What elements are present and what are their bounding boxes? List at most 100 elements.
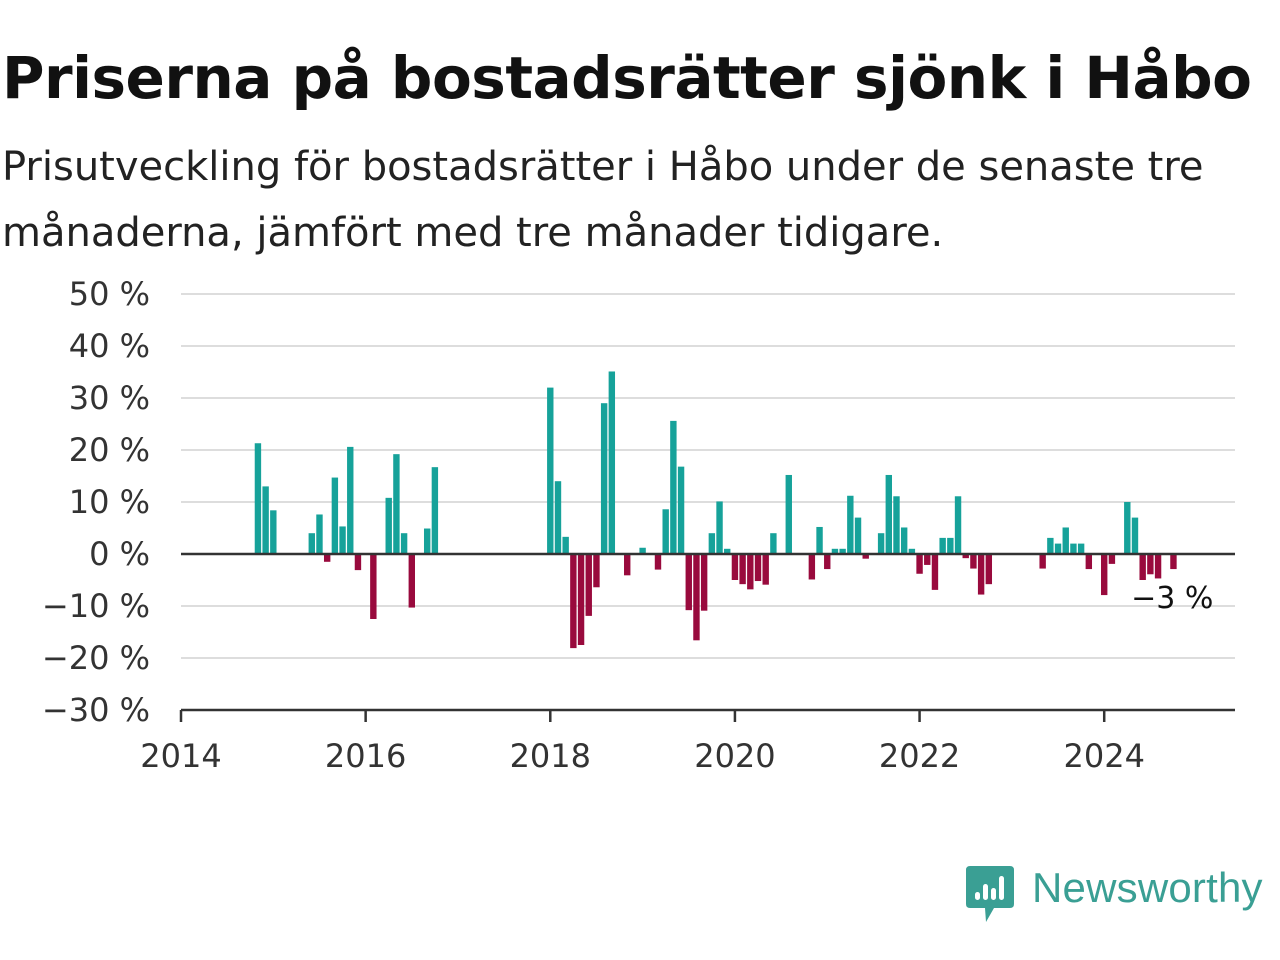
y-tick-label: −10 % [42,587,150,625]
chart-subtitle: Prisutveckling för bostadsrätter i Håbo … [2,144,1204,256]
bar [954,496,962,554]
y-tick-label: 0 % [89,535,150,573]
bar [593,554,600,588]
last-value-label: −3 % [1131,581,1213,616]
brand-name: Newsworthy [1032,864,1263,911]
bar [1077,543,1085,554]
y-tick-label: 30 % [69,379,150,417]
x-tick-label: 2020 [694,737,775,775]
bar [939,537,946,554]
bar [708,533,716,554]
bar [408,554,415,608]
bar [977,554,985,595]
bar [831,548,839,554]
x-tick-label: 2022 [879,737,960,775]
bar [785,474,792,554]
x-tick-label: 2014 [140,737,221,775]
bar [916,554,923,574]
bar [1047,537,1054,554]
bar [685,554,692,611]
bar [1101,554,1108,596]
x-tick-label: 2024 [1063,737,1144,775]
x-tick-label: 2016 [325,737,406,775]
bar [900,527,908,554]
bar [385,497,392,554]
bar [985,554,993,585]
y-tick-label: −20 % [42,639,150,677]
bar [1124,502,1131,554]
bar [554,481,562,554]
bar [924,554,931,565]
bar [370,554,377,619]
bar-chart: 50 % 40 % 30 % 20 % 10 % 0 % −10 % −20 % −30 % 20… [42,275,1235,775]
bar [639,547,646,554]
bar [839,548,846,554]
bar [962,554,969,559]
bar [739,554,746,585]
bar [1039,554,1046,569]
bar [570,554,577,649]
bar [1147,554,1154,575]
axis-labels: 50 % 40 % 30 % 20 % 10 % 0 % −10 % −20 % −30 % 20… [42,275,1214,775]
chart-title: Priserna på bostadsrätter sjönk i Håbo [2,44,1252,112]
bar [323,554,331,562]
bar [347,446,354,554]
bar [354,554,362,571]
y-tick-label: 10 % [69,483,150,521]
bar [677,466,685,554]
bar [762,554,769,585]
bar [423,528,431,554]
y-tick-label: 40 % [69,327,150,365]
bar [1054,543,1062,554]
bar [693,554,700,641]
bar [724,548,731,554]
bar [816,526,823,554]
bar [262,486,269,554]
bar [747,554,754,590]
bar [1131,517,1139,554]
bar [608,371,616,554]
bars [254,371,1177,649]
bar [931,554,939,590]
bar [670,420,677,554]
bar [547,387,554,554]
bar [1062,527,1069,554]
bar [254,443,262,554]
bar [431,467,439,554]
bar [1170,554,1177,570]
bar [970,554,977,569]
bar [716,501,723,554]
bar [1139,554,1146,580]
x-tick-label: 2018 [510,737,591,775]
bar [947,537,954,554]
bar [908,548,916,554]
bar [1108,554,1116,564]
bar [877,533,885,554]
bar [577,554,585,645]
bar [654,554,662,570]
bar [700,554,708,611]
bar [862,554,869,559]
bar [585,554,592,616]
bar [562,536,569,554]
bar [808,554,816,580]
bar [824,554,831,570]
bar [331,477,339,554]
y-tick-label: 20 % [69,431,150,469]
bar [854,517,862,554]
x-axis [179,552,1235,722]
bar [731,554,739,580]
y-tick-label: 50 % [69,275,150,313]
bar [885,474,892,554]
bar [400,533,408,554]
bar [1085,554,1093,570]
bar [339,526,346,554]
bar [316,514,323,554]
bar [847,495,854,554]
bar [893,496,900,554]
bar [600,403,608,554]
bar [1154,554,1162,579]
brand-logo: Newsworthy [964,864,1263,924]
bar [770,533,777,554]
bar [308,533,315,554]
